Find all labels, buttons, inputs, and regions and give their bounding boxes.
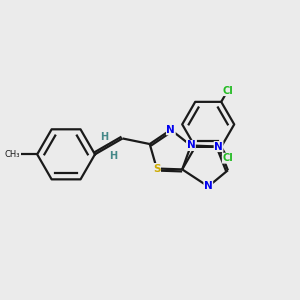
- Text: H: H: [100, 132, 109, 142]
- Text: N: N: [187, 140, 195, 151]
- Text: H: H: [109, 151, 117, 160]
- Text: N: N: [167, 125, 175, 135]
- Text: S: S: [153, 164, 160, 173]
- Text: N: N: [204, 182, 213, 191]
- Text: Cl: Cl: [222, 85, 233, 96]
- Text: N: N: [214, 142, 223, 152]
- Text: CH₃: CH₃: [4, 150, 20, 159]
- Text: Cl: Cl: [222, 153, 233, 163]
